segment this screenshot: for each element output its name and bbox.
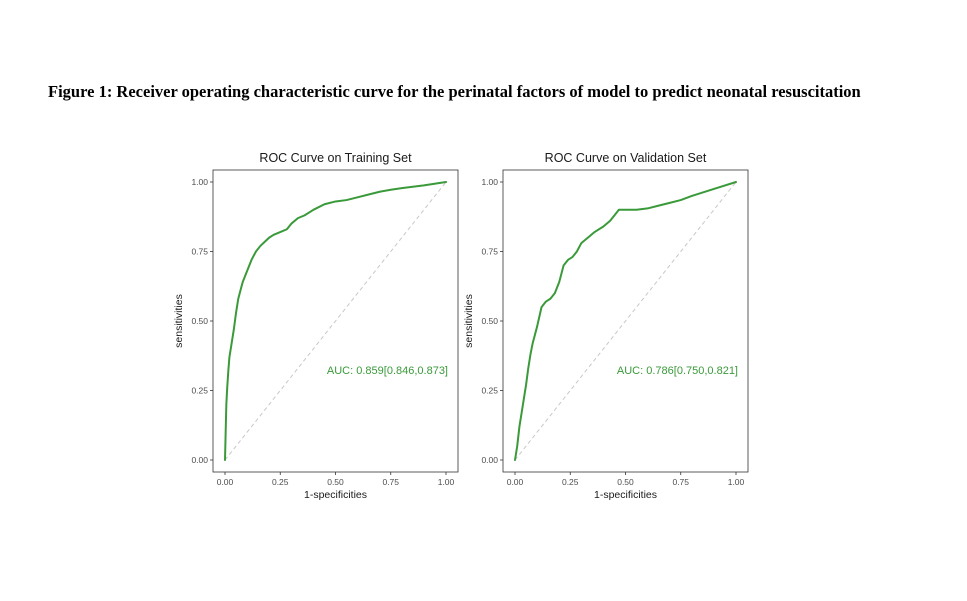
roc-curve-line [224, 181, 447, 461]
y-axis-label: sensitivities [173, 294, 185, 348]
auc-annotation: AUC: 0.786[0.750,0.821] [617, 365, 738, 377]
x-tick-label: 0.25 [272, 477, 289, 487]
y-tick-label: 0.50 [481, 316, 498, 326]
x-tick-label: 0.25 [562, 477, 579, 487]
y-tick-label: 1.00 [191, 177, 208, 187]
y-tick-label: 0.75 [191, 247, 208, 257]
chart-title: ROC Curve on Training Set [259, 151, 412, 165]
x-tick-label: 0.50 [327, 477, 344, 487]
x-tick-label: 0.00 [507, 477, 524, 487]
x-tick-label: 1.00 [728, 477, 745, 487]
reference-diagonal-line [224, 181, 447, 461]
x-tick-label: 0.75 [382, 477, 399, 487]
x-tick-label: 1.00 [438, 477, 455, 487]
auc-annotation: AUC: 0.859[0.846,0.873] [327, 365, 448, 377]
reference-diagonal-line [514, 181, 737, 461]
x-tick-label: 0.50 [617, 477, 634, 487]
roc-curve-line [514, 181, 737, 461]
roc-chart-validation: ROC Curve on Validation Set 0.00 0.25 0.50 0… [463, 151, 749, 501]
y-tick-label: 0.00 [191, 455, 208, 465]
chart-title: ROC Curve on Validation Set [545, 151, 707, 165]
y-tick-label: 0.50 [191, 316, 208, 326]
figure-title: Figure 1: Receiver operating characteris… [48, 82, 861, 101]
x-tick-label: 0.00 [217, 477, 234, 487]
y-tick-label: 1.00 [481, 177, 498, 187]
y-tick-label: 0.75 [481, 247, 498, 257]
y-tick-label: 0.25 [481, 386, 498, 396]
x-tick-label: 0.75 [672, 477, 689, 487]
y-tick-label: 0.25 [191, 386, 208, 396]
x-axis-label: 1-specificities [304, 489, 367, 501]
y-tick-label: 0.00 [481, 455, 498, 465]
x-axis-label: 1-specificities [594, 489, 657, 501]
roc-chart-training: ROC Curve on Training Set 0.00 0.25 0.50 0.7… [173, 151, 459, 501]
y-axis-label: sensitivities [463, 294, 475, 348]
